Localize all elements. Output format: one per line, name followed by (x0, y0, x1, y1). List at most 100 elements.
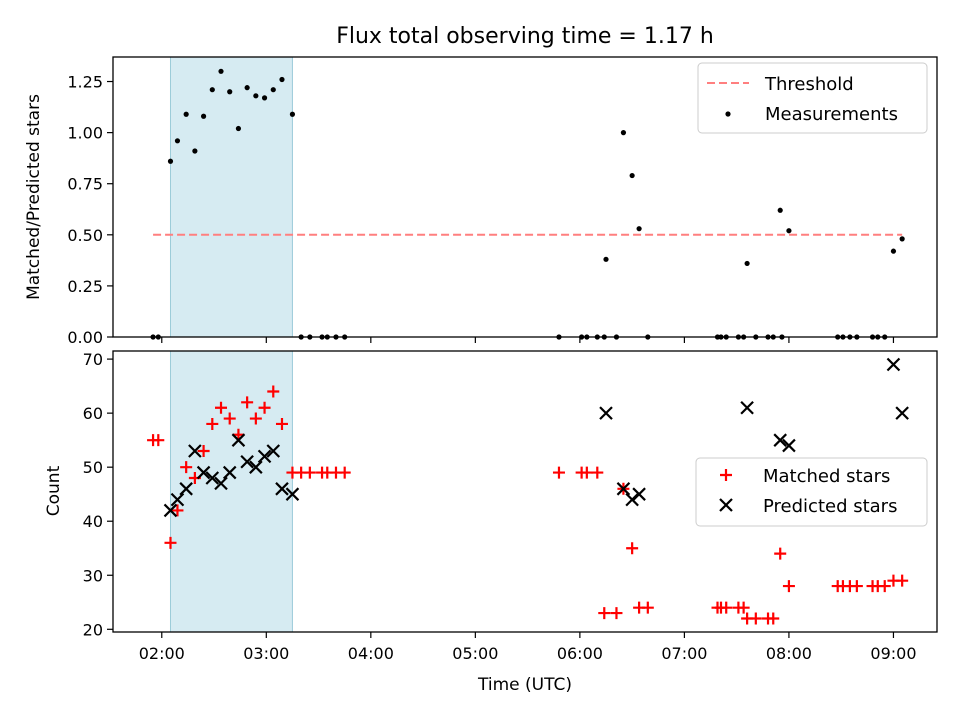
x-tick-label: 05:00 (452, 644, 498, 663)
bottom-y-axis: 20 30 40 50 60 70 (83, 350, 113, 639)
matched-star-point (206, 417, 219, 430)
predicted-star-point (170, 492, 185, 507)
x-tick-label: 08:00 (766, 644, 812, 663)
measurement-point (636, 226, 642, 232)
x-tick-label: 09:00 (870, 644, 916, 663)
x-tick-label: 03:00 (243, 644, 289, 663)
measurement-point (192, 148, 198, 154)
measurement-point (744, 260, 750, 267)
matched-star-point (598, 607, 611, 620)
matched-star-point (896, 574, 909, 587)
matched-star-point (782, 580, 795, 593)
bottom-y-axis-label: Count (44, 465, 64, 516)
predicted-star-point (266, 444, 281, 458)
matched-star-point (275, 417, 288, 430)
matched-star-point (249, 412, 262, 425)
predicted-star-point (782, 438, 796, 453)
x-tick-label: 06:00 (557, 644, 603, 663)
top-panel: 0.00 0.25 0.50 0.75 1.00 1.25 Matched/Predict… (24, 56, 938, 347)
measurement-point (777, 207, 783, 213)
matched-star-point (767, 612, 780, 625)
measurement-point (253, 93, 259, 99)
legend-matched-swatch (720, 469, 732, 481)
measurement-point (786, 228, 792, 234)
bottom-highlight-span (169, 350, 293, 633)
predicted-star-point (231, 433, 246, 447)
measurement-point (629, 172, 635, 179)
measurement-point (244, 85, 250, 91)
predicted-star-point (740, 400, 754, 415)
measurement-point (200, 113, 207, 119)
predicted-star-point (188, 444, 202, 458)
predicted-star-point (625, 492, 639, 507)
bottom-y-tick-label: 60 (83, 404, 103, 423)
top-highlight-span (169, 56, 293, 338)
bottom-y-tick-label: 40 (83, 512, 103, 531)
matched-star-point (878, 580, 891, 593)
chart-title: Flux total observing time = 1.17 h (336, 24, 714, 49)
top-x-ticks (161, 337, 895, 343)
matched-star-point (774, 547, 787, 560)
predicted-star-point (222, 465, 237, 480)
matched-star-point (850, 580, 863, 593)
bottom-y-tick-label: 30 (83, 566, 103, 585)
measurement-point (270, 87, 276, 93)
matched-star-point (267, 385, 280, 398)
predicted-star-point (275, 482, 289, 496)
measurement-point (890, 248, 897, 254)
matched-star-point (258, 401, 271, 414)
matched-star-point (180, 461, 193, 474)
top-y-tick-label: 1.25 (67, 73, 103, 92)
matched-star-point (720, 601, 733, 614)
top-y-tick-label: 0.75 (67, 175, 103, 194)
legend-measurements-swatch (725, 111, 731, 117)
x-axis-label: Time (UTC) (477, 675, 572, 695)
bottom-legend: Matched stars Predicted stars (695, 457, 928, 527)
top-y-tick-label: 0.00 (67, 328, 103, 347)
predicted-star-point (257, 449, 272, 464)
predicted-star-point (196, 465, 211, 480)
measurement-point (899, 236, 905, 242)
matched-star-point (641, 601, 654, 614)
legend-predicted-label: Predicted stars (763, 496, 897, 517)
matched-star-point (171, 504, 184, 517)
legend-matched-label: Matched stars (763, 466, 890, 487)
legend-predicted-swatch (719, 498, 733, 512)
predicted-star-point (285, 487, 300, 501)
matched-star-point (197, 444, 210, 457)
matched-star-point (737, 601, 750, 614)
measurement-point (279, 76, 285, 83)
measurement-point (261, 95, 268, 101)
predicted-star-point (895, 406, 909, 420)
x-tick-label: 07:00 (661, 644, 707, 663)
bottom-axes-frame (112, 350, 938, 633)
top-y-tick-label: 0.50 (67, 226, 103, 245)
predicted-star-point (616, 482, 631, 496)
legend-threshold-label: Threshold (764, 74, 854, 95)
predicted-star-point (163, 503, 178, 518)
measurement-point (603, 256, 609, 262)
count-points (147, 357, 909, 625)
matched-star-point (164, 536, 177, 549)
predicted-star-point (599, 406, 613, 420)
predicted-star-point (249, 460, 263, 474)
matched-star-point (241, 396, 254, 409)
measurement-point (289, 111, 296, 117)
measurement-point (174, 138, 181, 144)
measurement-point (227, 89, 233, 95)
x-tick-label: 04:00 (348, 644, 394, 663)
top-legend: Threshold Measurements (697, 62, 928, 134)
predicted-star-point (773, 433, 787, 447)
top-y-axis: 0.00 0.25 0.50 0.75 1.00 1.25 (67, 73, 113, 347)
top-y-axis-label: Matched/Predicted stars (24, 94, 44, 300)
legend-measurements-label: Measurements (765, 104, 898, 125)
predicted-star-point (240, 455, 254, 469)
bottom-y-tick-label: 50 (83, 458, 103, 477)
matched-star-point (338, 466, 351, 479)
bottom-x-axis: 02:00 03:00 04:00 05:00 06:00 07:00 08:00 09:00 (139, 632, 917, 663)
predicted-star-point (632, 487, 646, 501)
predicted-star-point (214, 476, 228, 491)
measurement-point (218, 68, 224, 74)
bottom-legend-box (695, 457, 928, 527)
